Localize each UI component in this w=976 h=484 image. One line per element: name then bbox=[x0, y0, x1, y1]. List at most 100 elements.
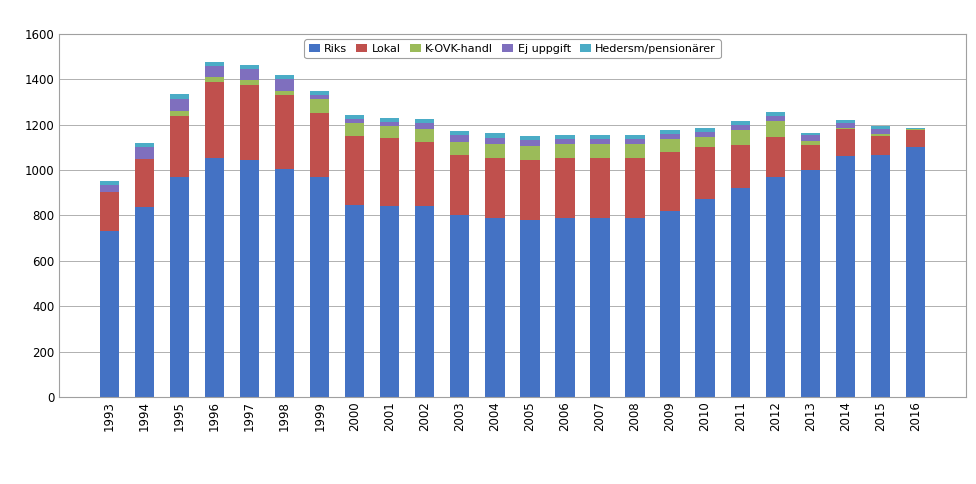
Bar bbox=[800, 145, 820, 170]
Bar bbox=[730, 130, 750, 145]
Bar bbox=[450, 155, 469, 215]
Bar bbox=[205, 66, 224, 77]
Bar bbox=[380, 206, 399, 397]
Bar bbox=[346, 115, 364, 120]
Bar bbox=[520, 220, 540, 397]
Bar bbox=[696, 132, 714, 137]
Bar bbox=[205, 61, 224, 66]
Bar bbox=[520, 160, 540, 220]
Bar bbox=[170, 116, 189, 177]
Bar bbox=[520, 140, 540, 146]
Bar bbox=[906, 130, 925, 147]
Bar bbox=[555, 218, 575, 397]
Bar bbox=[346, 205, 364, 397]
Bar bbox=[275, 95, 295, 169]
Bar bbox=[310, 113, 329, 177]
Bar bbox=[205, 157, 224, 397]
Bar bbox=[485, 134, 505, 137]
Bar bbox=[450, 131, 469, 136]
Bar bbox=[765, 112, 785, 116]
Bar bbox=[380, 118, 399, 121]
Bar bbox=[835, 120, 855, 123]
Bar bbox=[871, 134, 890, 136]
Bar bbox=[906, 128, 925, 129]
Bar bbox=[170, 177, 189, 397]
Bar bbox=[835, 123, 855, 128]
Bar bbox=[275, 91, 295, 95]
Bar bbox=[765, 137, 785, 177]
Bar bbox=[415, 123, 434, 129]
Bar bbox=[906, 129, 925, 130]
Bar bbox=[590, 144, 610, 157]
Bar bbox=[275, 169, 295, 397]
Bar bbox=[100, 181, 119, 185]
Bar bbox=[100, 192, 119, 231]
Bar bbox=[415, 206, 434, 397]
Bar bbox=[485, 144, 505, 157]
Bar bbox=[310, 95, 329, 99]
Bar bbox=[626, 135, 645, 139]
Bar bbox=[696, 199, 714, 397]
Bar bbox=[415, 119, 434, 123]
Bar bbox=[520, 136, 540, 140]
Bar bbox=[555, 157, 575, 218]
Bar bbox=[485, 137, 505, 144]
Bar bbox=[170, 99, 189, 111]
Bar bbox=[800, 136, 820, 140]
Bar bbox=[765, 121, 785, 137]
Bar bbox=[661, 211, 679, 397]
Bar bbox=[135, 208, 154, 397]
Bar bbox=[590, 135, 610, 139]
Bar bbox=[661, 130, 679, 134]
Bar bbox=[135, 143, 154, 147]
Bar bbox=[626, 144, 645, 157]
Bar bbox=[240, 65, 260, 69]
Bar bbox=[661, 139, 679, 152]
Bar bbox=[310, 91, 329, 95]
Bar bbox=[380, 138, 399, 206]
Bar bbox=[800, 133, 820, 136]
Bar bbox=[661, 134, 679, 139]
Bar bbox=[626, 218, 645, 397]
Bar bbox=[310, 99, 329, 113]
Bar bbox=[696, 128, 714, 132]
Bar bbox=[275, 75, 295, 79]
Bar bbox=[871, 126, 890, 129]
Bar bbox=[871, 129, 890, 134]
Bar bbox=[555, 135, 575, 139]
Bar bbox=[135, 147, 154, 159]
Bar bbox=[590, 218, 610, 397]
Bar bbox=[765, 116, 785, 121]
Bar bbox=[555, 144, 575, 157]
Bar bbox=[240, 80, 260, 85]
Bar bbox=[135, 159, 154, 208]
Bar bbox=[450, 142, 469, 155]
Bar bbox=[346, 120, 364, 123]
Bar bbox=[765, 177, 785, 397]
Bar bbox=[661, 152, 679, 211]
Bar bbox=[485, 218, 505, 397]
Bar bbox=[730, 125, 750, 130]
Bar bbox=[100, 231, 119, 397]
Bar bbox=[835, 156, 855, 397]
Bar bbox=[626, 157, 645, 218]
Bar bbox=[275, 79, 295, 91]
Bar bbox=[240, 69, 260, 80]
Bar bbox=[590, 157, 610, 218]
Bar bbox=[626, 139, 645, 144]
Bar bbox=[380, 121, 399, 126]
Bar bbox=[380, 126, 399, 138]
Bar bbox=[696, 137, 714, 147]
Bar bbox=[346, 136, 364, 205]
Bar bbox=[450, 136, 469, 142]
Bar bbox=[205, 81, 224, 157]
Bar bbox=[205, 77, 224, 81]
Bar bbox=[415, 129, 434, 142]
Bar bbox=[871, 155, 890, 397]
Bar bbox=[800, 140, 820, 145]
Bar bbox=[800, 170, 820, 397]
Bar bbox=[590, 139, 610, 144]
Bar bbox=[485, 157, 505, 218]
Bar bbox=[730, 188, 750, 397]
Bar bbox=[346, 123, 364, 136]
